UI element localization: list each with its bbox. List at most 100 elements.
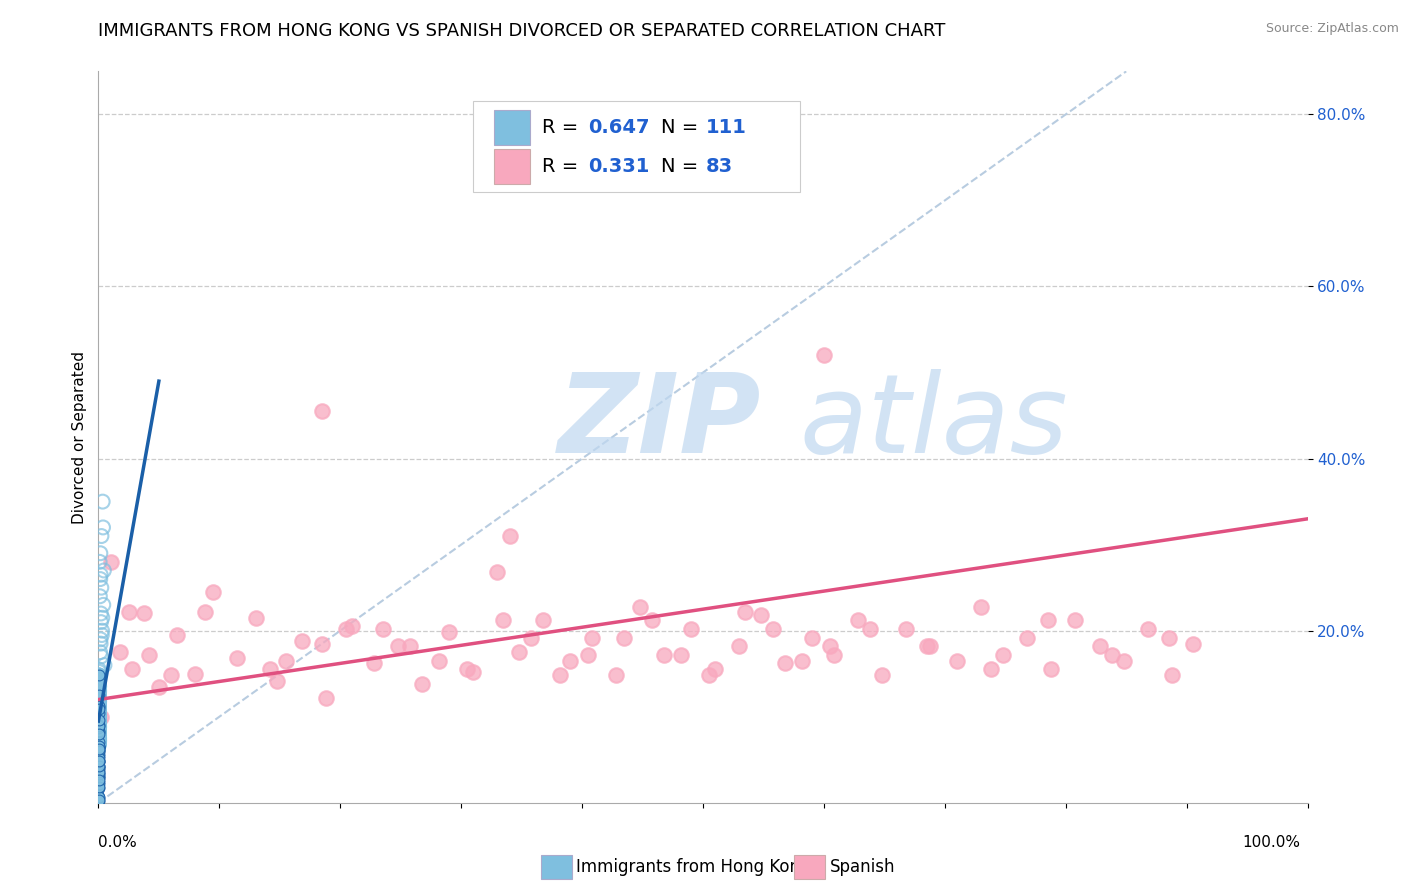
Point <box>87 750 110 764</box>
Point <box>89 684 111 698</box>
Point <box>108 645 131 659</box>
Text: R =: R = <box>543 118 585 137</box>
Point <box>90 649 112 664</box>
Point <box>970 599 993 614</box>
Point <box>87 749 110 764</box>
Point <box>100 555 122 569</box>
Point <box>335 622 357 636</box>
Point <box>1015 631 1038 645</box>
Point <box>371 622 394 636</box>
Point <box>818 639 841 653</box>
Point <box>1157 631 1180 645</box>
Point <box>558 654 581 668</box>
Text: Source: ZipAtlas.com: Source: ZipAtlas.com <box>1265 22 1399 36</box>
Point <box>87 697 110 711</box>
Point <box>456 662 478 676</box>
Point <box>87 724 110 739</box>
Point <box>87 711 110 725</box>
Point <box>87 720 110 734</box>
Point <box>87 733 110 747</box>
Point <box>87 706 110 720</box>
Point <box>89 734 111 748</box>
Point <box>728 639 751 653</box>
Point <box>89 680 111 694</box>
Point <box>87 662 110 676</box>
Point <box>87 673 110 688</box>
Point <box>87 740 110 755</box>
Point <box>1064 613 1087 627</box>
Point <box>91 520 114 534</box>
Point <box>87 729 110 743</box>
Point <box>87 753 110 767</box>
Point <box>90 615 112 629</box>
Point <box>87 719 110 733</box>
Point <box>550 668 572 682</box>
Text: ZIP: ZIP <box>558 369 762 476</box>
Point <box>1088 639 1111 653</box>
Point <box>93 658 115 673</box>
Point <box>363 657 385 671</box>
Point <box>1181 637 1204 651</box>
Point <box>87 711 110 725</box>
Bar <box>494 149 530 184</box>
Point <box>87 688 110 702</box>
Text: 100.0%: 100.0% <box>1243 836 1301 850</box>
Point <box>290 634 312 648</box>
Point <box>89 572 111 586</box>
Point <box>87 681 110 696</box>
Point <box>87 729 110 743</box>
Point <box>87 671 110 685</box>
Point <box>91 494 114 508</box>
Point <box>87 721 110 735</box>
Point <box>576 648 599 662</box>
Text: 83: 83 <box>706 157 733 176</box>
Point <box>749 608 772 623</box>
Point <box>89 720 111 734</box>
Point <box>89 632 111 647</box>
Point <box>87 677 110 691</box>
Point <box>87 714 110 728</box>
Point <box>87 789 110 803</box>
Point <box>90 628 112 642</box>
Point <box>245 611 267 625</box>
Point <box>87 729 110 743</box>
Point <box>87 733 110 747</box>
Point <box>87 690 110 705</box>
Point <box>87 740 110 755</box>
Point <box>87 706 110 720</box>
Point <box>87 767 110 781</box>
Point <box>87 668 110 682</box>
Point <box>87 703 110 717</box>
Point <box>87 771 110 785</box>
Point <box>813 348 835 362</box>
Text: Spanish: Spanish <box>830 858 896 876</box>
Point <box>991 648 1014 662</box>
Point <box>87 759 110 773</box>
Point <box>87 671 110 685</box>
Point <box>87 744 110 758</box>
Point <box>226 651 249 665</box>
Point <box>87 735 110 749</box>
Point <box>671 648 693 662</box>
Point <box>859 622 882 636</box>
Point <box>89 555 111 569</box>
Point <box>202 585 225 599</box>
Point <box>87 673 110 687</box>
Point <box>87 737 110 751</box>
Point <box>87 688 110 702</box>
Point <box>87 677 110 691</box>
Point <box>463 665 485 679</box>
Point <box>87 706 110 720</box>
Point <box>87 756 110 770</box>
Point <box>87 720 110 734</box>
Point <box>429 654 451 668</box>
Point <box>121 662 143 676</box>
Point <box>91 611 114 625</box>
Point <box>605 668 627 682</box>
Point <box>87 707 110 722</box>
Point <box>792 654 814 668</box>
Point <box>87 694 110 708</box>
Point <box>87 716 110 731</box>
Point <box>1161 668 1184 682</box>
Point <box>87 690 110 704</box>
